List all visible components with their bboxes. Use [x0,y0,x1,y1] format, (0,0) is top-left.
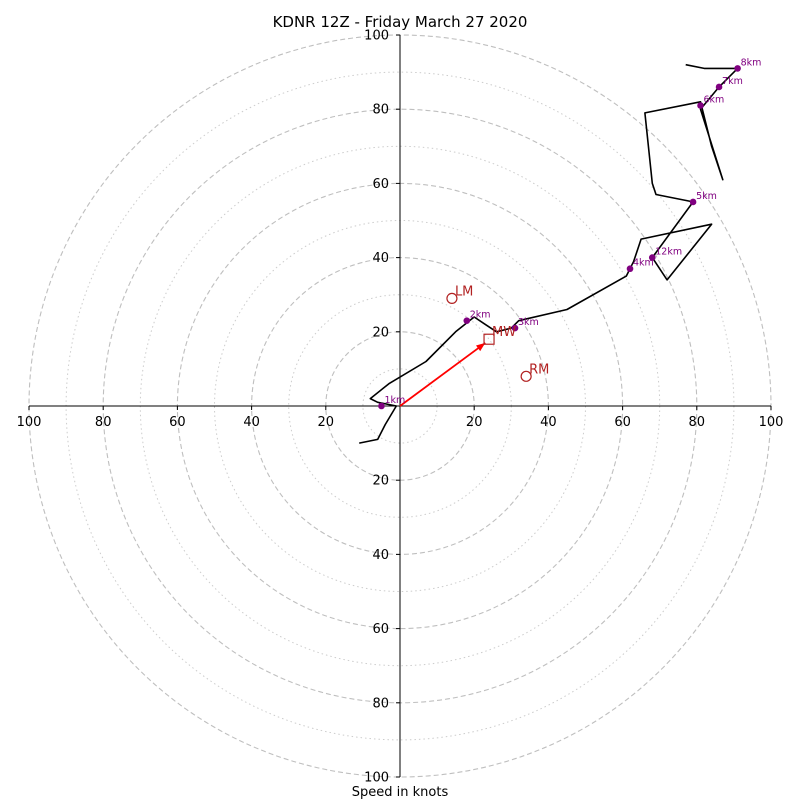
height-marker-dot [626,265,634,273]
y-tick-label: 80 [372,696,389,711]
height-marker-dot [463,317,471,324]
height-marker-dot [511,324,519,332]
y-tick-label: 80 [372,103,389,118]
x-tick-label: 100 [759,415,784,430]
shear-vector-line [399,342,486,407]
y-tick-label: 100 [364,29,389,44]
height-marker-dot [378,402,385,410]
storm-motion-marker [446,292,458,305]
trace-group [359,63,739,444]
x-tick-label: 20 [318,415,335,430]
y-tick-label: 20 [372,474,389,489]
x-tick-label: 20 [466,415,483,430]
ticks-group: 100 80 60 40 20 20 40 60 80 100 100 80 60 40 20 20 40 60 8… [17,29,784,786]
y-tick-label: 40 [372,548,389,563]
y-tick-label: 60 [372,177,389,192]
chart-title: KDNR 12Z - Friday March 27 2020 [273,13,528,31]
x-tick-label: 60 [614,415,631,430]
storm-motion-marker [520,370,532,382]
height-marker-dot [734,65,741,72]
x-tick-label: 80 [689,415,706,430]
x-tick-label: 40 [540,415,557,430]
shear-vector-arrowhead [476,342,486,352]
storm-motion-marker [483,333,495,345]
height-marker-label: 6km [704,94,725,105]
height-marker-label: 4km [633,258,654,269]
x-tick-label: 100 [17,415,42,430]
height-marker-dot [689,198,697,206]
storm-motion-label: MW [492,325,516,340]
shear-group [399,342,486,407]
height-marker-label: 3km [518,317,539,328]
storm-motion-label: LM [455,284,473,299]
y-tick-label: 60 [372,622,389,637]
storm-motion-label: RM [529,362,549,377]
height-marker-label: 7km [722,76,743,87]
height-marker-label: 5km [696,191,717,202]
height-marker-dot [648,254,656,261]
height-marker-label: 8km [741,57,762,68]
height-marker-label: 2km [470,310,491,321]
y-tick-label: 40 [372,251,389,266]
x-tick-label: 40 [243,415,260,430]
height-marker-label: 1km [384,395,405,406]
x-axis-label: Speed in knots [352,785,449,800]
y-tick-label: 20 [372,325,389,340]
storm-motion-group: LM MW RM [446,284,549,382]
height-markers-group: 1km 2km 3km 4km 5km 6km 7km 8km 12km [378,57,762,410]
height-marker-dot [697,102,704,109]
height-marker-dot [715,83,723,91]
height-marker-label: 12km [655,247,682,258]
y-tick-label: 100 [364,771,389,786]
hodograph-trace [359,63,739,444]
x-tick-label: 80 [95,415,112,430]
x-tick-label: 60 [169,415,186,430]
